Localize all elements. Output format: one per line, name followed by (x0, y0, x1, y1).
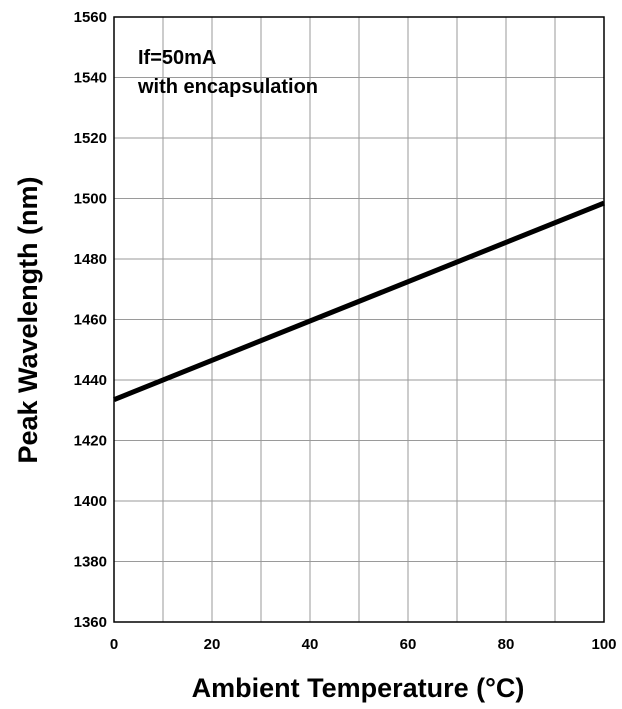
y-axis-title: Peak Wavelength (nm) (13, 176, 43, 463)
y-tick-label: 1420 (74, 433, 107, 450)
x-tick-label: 40 (302, 636, 319, 653)
y-tick-label: 1400 (74, 493, 107, 510)
x-axis-title: Ambient Temperature (°C) (192, 673, 525, 703)
x-tick-labels: 0 20 40 60 80 100 (110, 636, 617, 653)
x-tick-label: 80 (498, 636, 515, 653)
annotation-current: If=50mA (138, 47, 216, 69)
y-tick-labels: 1360 1380 1400 1420 1440 1460 1480 1500 1520 1540… (74, 9, 107, 631)
x-tick-label: 20 (204, 636, 221, 653)
x-tick-label: 100 (591, 636, 616, 653)
y-tick-label: 1480 (74, 251, 107, 268)
series-group (113, 200, 605, 402)
y-tick-label: 1460 (74, 312, 107, 329)
y-tick-label: 1360 (74, 614, 107, 631)
x-tick-label: 60 (400, 636, 417, 653)
y-tick-label: 1540 (74, 70, 107, 87)
y-tick-label: 1520 (74, 130, 107, 147)
y-tick-label: 1380 (74, 554, 107, 571)
series-line (113, 200, 605, 402)
y-tick-label: 1560 (74, 9, 107, 26)
y-tick-label: 1440 (74, 372, 107, 389)
grid-lines (114, 17, 604, 622)
annotation-encapsulation: with encapsulation (137, 76, 318, 98)
plot-area (113, 16, 605, 623)
y-tick-label: 1500 (74, 191, 107, 208)
x-tick-label: 0 (110, 636, 118, 653)
